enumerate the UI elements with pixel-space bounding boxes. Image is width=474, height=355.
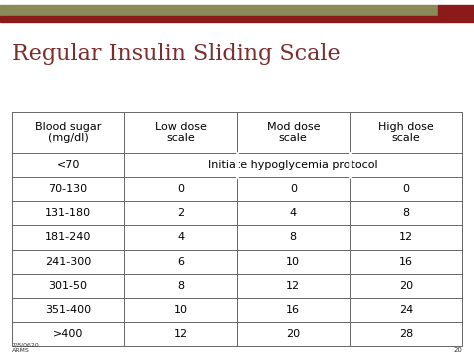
Text: 20: 20 <box>399 281 413 291</box>
Text: 12: 12 <box>399 233 413 242</box>
Text: 8: 8 <box>402 208 410 218</box>
Text: 7/8/0620
ARMS: 7/8/0620 ARMS <box>12 343 40 353</box>
Text: 12: 12 <box>286 281 301 291</box>
Text: Low dose
scale: Low dose scale <box>155 121 207 143</box>
Text: 181-240: 181-240 <box>45 233 91 242</box>
Bar <box>438 5 474 16</box>
Text: 70-130: 70-130 <box>48 184 88 194</box>
Text: 24: 24 <box>399 305 413 315</box>
Text: 0: 0 <box>177 184 184 194</box>
Text: 6: 6 <box>177 257 184 267</box>
Text: 2: 2 <box>177 208 184 218</box>
Text: 16: 16 <box>286 305 301 315</box>
Text: 10: 10 <box>173 305 188 315</box>
Text: <70: <70 <box>56 160 80 170</box>
Text: Blood sugar
(mg/dl): Blood sugar (mg/dl) <box>35 121 101 143</box>
Text: 8: 8 <box>177 281 184 291</box>
Bar <box>0 5 438 16</box>
Text: 20: 20 <box>453 347 462 353</box>
Text: 0: 0 <box>290 184 297 194</box>
Text: Regular Insulin Sliding Scale: Regular Insulin Sliding Scale <box>12 43 340 65</box>
Text: >400: >400 <box>53 329 83 339</box>
Bar <box>0 16 474 22</box>
Text: High dose
scale: High dose scale <box>378 121 434 143</box>
Text: 16: 16 <box>399 257 413 267</box>
Text: 20: 20 <box>286 329 301 339</box>
Text: 28: 28 <box>399 329 413 339</box>
Text: 10: 10 <box>286 257 301 267</box>
Text: Initiate hypoglycemia protocol: Initiate hypoglycemia protocol <box>209 160 378 170</box>
Text: 4: 4 <box>290 208 297 218</box>
Text: 8: 8 <box>290 233 297 242</box>
Text: 131-180: 131-180 <box>45 208 91 218</box>
Text: 301-50: 301-50 <box>49 281 88 291</box>
Text: 4: 4 <box>177 233 184 242</box>
Text: Mod dose
scale: Mod dose scale <box>266 121 320 143</box>
Text: 0: 0 <box>402 184 410 194</box>
Text: 351-400: 351-400 <box>45 305 91 315</box>
Text: 241-300: 241-300 <box>45 257 91 267</box>
Text: 12: 12 <box>173 329 188 339</box>
